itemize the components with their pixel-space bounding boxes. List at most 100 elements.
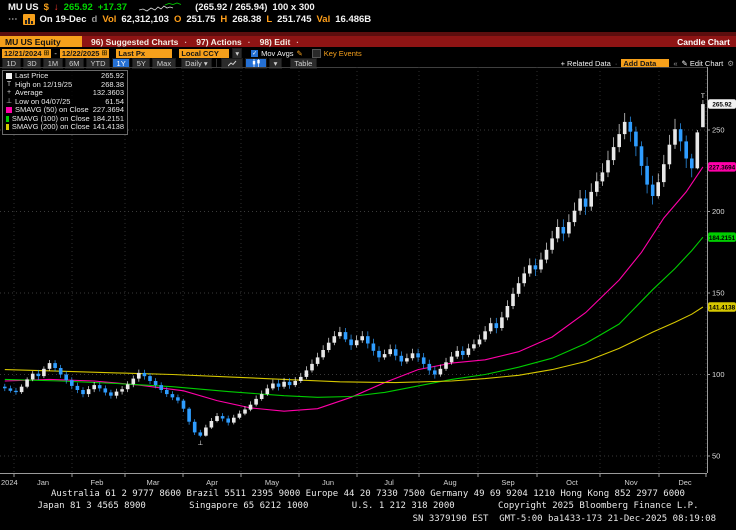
svg-text:Oct: Oct bbox=[566, 478, 579, 487]
related-data-menu[interactable]: + Related Data bbox=[560, 58, 611, 68]
date-to-input[interactable]: 12/22/2025 ⊞ bbox=[59, 48, 110, 58]
svg-text:Nov: Nov bbox=[624, 478, 638, 487]
svg-text:184.2151: 184.2151 bbox=[709, 235, 736, 242]
high-marker-icon: T bbox=[6, 80, 12, 88]
legend-row-low[interactable]: ⊥ Low on 04/07/25 61.54 bbox=[6, 96, 124, 107]
footer-contact-line-1: Australia 61 2 9777 8600 Brazil 5511 239… bbox=[51, 489, 685, 499]
legend-value: 268.38 bbox=[101, 79, 124, 89]
svg-text:227.3694: 227.3694 bbox=[709, 165, 736, 172]
chart-type-title: Candle Chart bbox=[677, 36, 730, 47]
frequency-value: Daily bbox=[185, 58, 202, 68]
last-price-swatch bbox=[6, 73, 12, 80]
legend-label: SMAVG (200) on Close bbox=[11, 122, 90, 131]
legend-row-last-price[interactable]: Last Price 265.92 bbox=[6, 71, 124, 81]
legend-row-average[interactable]: + Average 132.3603 bbox=[6, 88, 124, 98]
chart-tools-cluster: + Related Data · Add Data « ✎ Edit Chart… bbox=[560, 58, 734, 68]
svg-text:T: T bbox=[701, 93, 705, 100]
separator-strip bbox=[0, 32, 736, 36]
footer-terminal-info: SN 3379190 EST GMT-5:00 ba1433-173 21-De… bbox=[412, 514, 716, 524]
legend-row-high[interactable]: T High on 12/19/25 268.38 bbox=[6, 79, 124, 90]
collapse-icon[interactable]: « bbox=[673, 58, 678, 68]
footer-contact-line-2: Japan 81 3 4565 8900 Singapore 65 6212 1… bbox=[37, 501, 699, 511]
vol-label: Vol bbox=[102, 14, 117, 25]
quote-line-1: MU US $ ↓ 265.92 +17.37 (265.92 / 265.94… bbox=[8, 2, 315, 13]
legend-value: 132.3603 bbox=[92, 88, 124, 97]
intraday-sparkline-icon bbox=[138, 2, 182, 12]
legend-label: Low on 04/07/25 bbox=[15, 96, 71, 106]
menu-suggested-charts[interactable]: 96) Suggested Charts bbox=[91, 36, 179, 47]
svg-text:250: 250 bbox=[712, 126, 725, 135]
chart-badge-icon[interactable] bbox=[22, 14, 35, 25]
price-change: +17.37 bbox=[97, 2, 128, 13]
vol-value: 62,312,103 bbox=[121, 14, 169, 25]
svg-text:2024: 2024 bbox=[1, 478, 18, 487]
menu-actions[interactable]: 97) Actions bbox=[196, 36, 242, 47]
chevron-down-icon: ▾ bbox=[203, 58, 208, 68]
chart-legend: Last Price 265.92 T High on 12/19/25 268… bbox=[2, 70, 128, 135]
gear-icon[interactable]: ⚙ bbox=[727, 58, 734, 68]
legend-label: Last Price bbox=[15, 71, 49, 80]
calendar-icon[interactable]: ⊞ bbox=[101, 50, 108, 57]
svg-text:Feb: Feb bbox=[91, 478, 104, 487]
menu-edit[interactable]: 98) Edit bbox=[259, 36, 291, 47]
legend-label: High on 12/19/25 bbox=[15, 79, 73, 89]
price-field-input[interactable]: Last Px bbox=[116, 48, 173, 58]
price-chart-canvas[interactable]: 50 100 150 200 250 Jan Feb Mar Apr May Jun Jul Aug Se… bbox=[0, 67, 736, 487]
date-range-dash: - bbox=[54, 48, 57, 58]
price-field-value: Last Px bbox=[118, 48, 146, 58]
average-marker-icon: + bbox=[6, 89, 12, 96]
legend-row-smavg-50[interactable]: SMAVG (50) on Close 227.3694 bbox=[6, 105, 124, 115]
chevron-down-icon: ▾ bbox=[235, 48, 240, 58]
downtick-arrow-icon: ↓ bbox=[53, 2, 59, 13]
svg-text:Aug: Aug bbox=[443, 478, 456, 487]
currency-symbol: $ bbox=[43, 2, 49, 13]
low-label: L bbox=[266, 14, 273, 25]
session-date: On 19-Dec bbox=[39, 14, 87, 25]
security-field[interactable]: MU US Equity bbox=[0, 36, 82, 47]
mov-avgs-label: Mov Avgs bbox=[261, 48, 294, 58]
key-events-checkbox[interactable] bbox=[311, 48, 321, 58]
svg-text:Jun: Jun bbox=[322, 478, 334, 487]
quote-line-2: ⋯ On 19-Dec d Vol 62,312,103 O 251.75 H … bbox=[8, 14, 371, 25]
svg-text:Jul: Jul bbox=[384, 478, 394, 487]
edit-chart-button[interactable]: ✎ Edit Chart bbox=[682, 59, 724, 68]
val-label: Val bbox=[316, 14, 331, 25]
menu-separator: · bbox=[184, 36, 188, 47]
legend-row-smavg-200[interactable]: SMAVG (200) on Close 141.4138 bbox=[6, 122, 124, 132]
date-to-value: 12/22/2025 bbox=[61, 48, 100, 58]
mov-avgs-checkbox[interactable]: ✓ bbox=[251, 49, 259, 57]
more-options-icon[interactable]: ⋯ bbox=[8, 14, 18, 25]
svg-text:Dec: Dec bbox=[678, 478, 692, 487]
currency-value: Local CCY bbox=[181, 48, 219, 58]
session-flag: d bbox=[91, 14, 98, 25]
add-data-input[interactable]: Add Data bbox=[621, 58, 670, 68]
last-price: 265.92 bbox=[63, 2, 93, 13]
svg-text:⊥: ⊥ bbox=[197, 440, 203, 447]
legend-row-smavg-100[interactable]: SMAVG (100) on Close 184.2151 bbox=[6, 114, 124, 124]
currency-select[interactable]: Local CCY bbox=[179, 48, 230, 58]
edit-mov-avgs-icon[interactable]: ✎ bbox=[296, 48, 303, 58]
check-icon: ✓ bbox=[252, 50, 258, 57]
bid-ask: (265.92 / 265.94) bbox=[195, 2, 268, 13]
svg-text:Sep: Sep bbox=[501, 478, 514, 487]
legend-label: Average bbox=[15, 88, 43, 97]
candle-chart-icon bbox=[252, 59, 260, 67]
lot-size: 100 x 300 bbox=[272, 2, 315, 13]
chevron-down-icon: ▾ bbox=[273, 58, 278, 68]
svg-text:141.4138: 141.4138 bbox=[709, 305, 736, 312]
period-toolbar: 1D 3D 1M 6M YTD 1Y 5Y Max Daily ▾ ▾ Tabl… bbox=[0, 57, 736, 69]
legend-value: 141.4138 bbox=[92, 122, 124, 131]
svg-text:150: 150 bbox=[712, 289, 725, 298]
svg-text:200: 200 bbox=[712, 207, 725, 216]
open-label: O bbox=[173, 14, 182, 25]
smavg-50-swatch bbox=[6, 107, 12, 114]
svg-text:Mar: Mar bbox=[147, 478, 160, 487]
svg-text:Apr: Apr bbox=[206, 478, 218, 487]
high-value: 268.38 bbox=[232, 14, 262, 25]
low-value: 251.745 bbox=[277, 14, 312, 25]
calendar-icon[interactable]: ⊞ bbox=[43, 50, 50, 57]
svg-text:May: May bbox=[265, 478, 279, 487]
date-from-input[interactable]: 12/21/2024 ⊞ bbox=[2, 48, 52, 58]
smavg-200-swatch bbox=[6, 124, 9, 131]
legend-value: 265.92 bbox=[101, 71, 124, 80]
